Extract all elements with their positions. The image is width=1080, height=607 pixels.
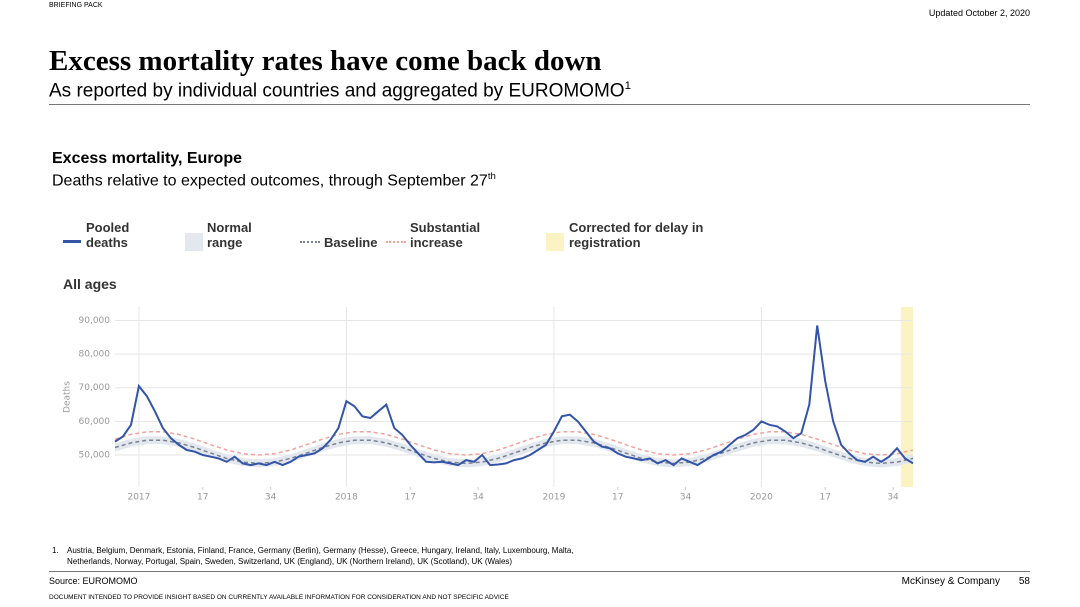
legend-label: Baseline	[324, 235, 378, 250]
legend-label: Normal range	[207, 220, 252, 250]
x-tick-label: 34	[680, 493, 692, 503]
legend-swatch	[300, 241, 320, 243]
x-tick-label: 2019	[542, 493, 565, 503]
footnote-marker: 1.	[52, 546, 59, 555]
ordinal-suffix: th	[487, 171, 496, 182]
x-tick-label: 17	[819, 493, 830, 503]
x-tick-label: 34	[887, 493, 899, 503]
x-tick-label: 34	[472, 493, 484, 503]
footnote-marker: 1	[624, 80, 631, 92]
normal-range	[115, 436, 913, 468]
x-tick-label: 2018	[335, 493, 358, 503]
footnote-line: Netherlands, Norway, Portugal, Spain, Sw…	[67, 557, 513, 566]
page-number: 58	[1018, 576, 1030, 587]
y-tick-label: 90,000	[79, 316, 111, 326]
y-tick-label: 70,000	[79, 383, 111, 393]
updated-date: Updated October 2, 2020	[928, 8, 1030, 18]
y-tick-label: 50,000	[79, 451, 111, 461]
y-tick-label: 80,000	[79, 350, 111, 360]
legend-label: Substantial increase	[410, 220, 481, 250]
legend-label: Corrected for delay in registration	[569, 220, 704, 250]
title-rule	[49, 104, 1030, 105]
x-tick-label: 2017	[127, 493, 150, 503]
legend-swatch	[185, 233, 203, 251]
legend-swatch	[63, 240, 81, 243]
data-line	[114, 325, 914, 467]
chart-subtitle: Deaths relative to expected outcomes, th…	[52, 171, 496, 190]
chart-subtitle-text: Deaths relative to expected outcomes, th…	[52, 172, 488, 190]
y-tick-label: 60,000	[79, 417, 111, 427]
slide-title: Excess mortality rates have come back do…	[49, 45, 602, 77]
panel-label: All ages	[63, 276, 117, 292]
footer-rule	[49, 571, 1030, 572]
legend-label: Pooled deaths	[86, 220, 130, 250]
briefing-label: BRIEFING PACK	[49, 2, 103, 9]
x-tick-label: 17	[197, 493, 208, 503]
legend-swatch	[546, 233, 564, 251]
chart-title: Excess mortality, Europe	[52, 150, 242, 167]
footnote-line: Austria, Belgium, Denmark, Estonia, Finl…	[67, 546, 574, 555]
y-axis-label: Deaths	[63, 381, 73, 413]
corrected-band	[901, 307, 913, 487]
x-tick-label: 2020	[750, 493, 773, 503]
legend-swatch	[386, 241, 406, 243]
x-tick-label: 17	[612, 493, 623, 503]
x-tick-label: 34	[265, 493, 277, 503]
source: Source: EUROMOMO	[49, 576, 138, 586]
company: McKinsey & Company	[901, 576, 1000, 587]
slide-subtitle: As reported by individual countries and …	[49, 80, 631, 102]
x-tick-label: 17	[405, 493, 416, 503]
subtitle-text: As reported by individual countries and …	[49, 80, 625, 102]
disclaimer: DOCUMENT INTENDED TO PROVIDE INSIGHT BAS…	[49, 594, 509, 601]
